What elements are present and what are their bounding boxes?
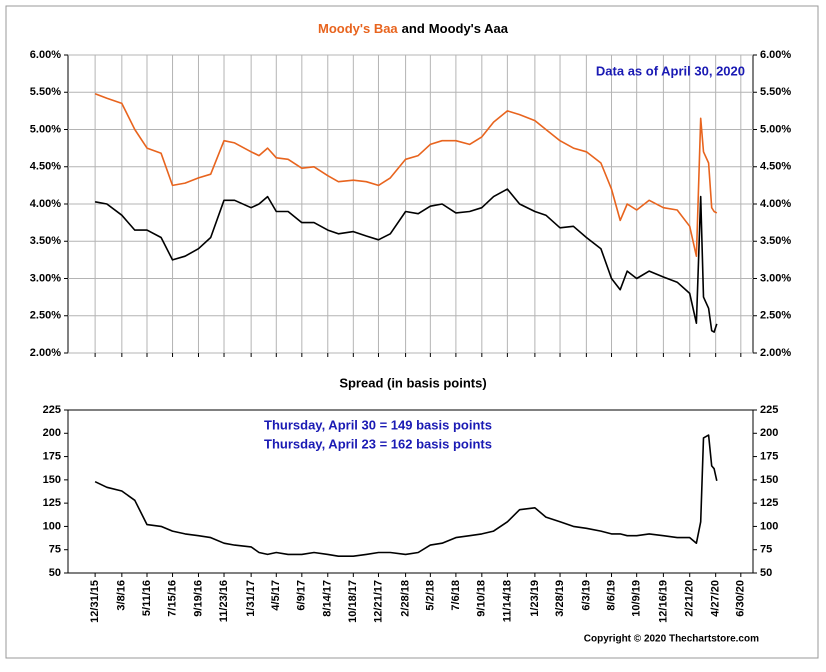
x-tick-label: 5/2/18	[424, 580, 436, 611]
x-tick-label: 3/8/16	[116, 580, 128, 611]
title-part: Moody's Baa	[318, 21, 398, 36]
y-tick-label: 2.50%	[30, 310, 61, 322]
x-tick-label: 1/31/17	[245, 580, 257, 617]
y-tick-label: 3.50%	[30, 235, 61, 247]
y2-tick-label: 225	[760, 404, 778, 416]
y-tick-label: 200	[43, 427, 61, 439]
y-tick-label: 50	[49, 567, 61, 579]
y2-tick-label: 4.50%	[760, 161, 791, 173]
y-tick-label: 175	[43, 450, 61, 462]
x-tick-label: 10/9/19	[631, 580, 643, 617]
y-tick-label: 3.00%	[30, 272, 61, 284]
x-tick-label: 2/21/20	[684, 580, 696, 617]
x-tick-label: 10/18/17	[347, 580, 359, 623]
x-tick-label: 9/19/16	[192, 580, 204, 617]
y2-tick-label: 50	[760, 567, 772, 579]
x-tick-label: 7/15/16	[166, 580, 178, 617]
x-tick-label: 11/14/18	[501, 580, 513, 622]
plot-area	[67, 409, 754, 574]
title-part: Moody's Aaa	[429, 21, 509, 36]
y2-tick-label: 200	[760, 427, 778, 439]
x-tick-label: 12/31/15	[89, 580, 101, 623]
copyright: Copyright © 2020 Thechartstore.com	[584, 634, 759, 645]
y-tick-label: 5.50%	[30, 86, 61, 98]
line	[94, 188, 718, 333]
y2-tick-label: 2.50%	[760, 310, 791, 322]
y-tick-label: 150	[43, 474, 61, 486]
y2-tick-label: 6.00%	[760, 49, 791, 61]
x-tick-label: 2/28/18	[399, 580, 411, 617]
y2-tick-label: 5.00%	[760, 123, 791, 135]
y-tick-label: 125	[43, 497, 61, 509]
y-tick-label: 225	[43, 404, 61, 416]
x-tick-label: 4/27/20	[710, 580, 722, 617]
x-tick-label: 3/28/19	[554, 580, 566, 617]
x-tick-label: 12/21/17	[372, 580, 384, 623]
y2-tick-label: 75	[760, 544, 772, 556]
title-part: and	[402, 21, 425, 36]
x-tick-label: 6/3/19	[580, 580, 592, 611]
y-tick-label: 4.00%	[30, 198, 61, 210]
y2-tick-label: 175	[760, 450, 778, 462]
chart-title: Spread (in basis points)	[339, 375, 486, 390]
annotation: Thursday, April 23 = 162 basis points	[264, 436, 492, 451]
x-tick-label: 7/6/18	[450, 580, 462, 611]
x-tick-label: 11/23/16	[218, 580, 230, 622]
x-tick-label: 8/6/19	[605, 580, 617, 611]
y2-tick-label: 5.50%	[760, 86, 791, 98]
line	[94, 434, 718, 557]
x-tick-label: 4/5/17	[270, 580, 282, 611]
y2-tick-label: 100	[760, 520, 778, 532]
y2-tick-label: 150	[760, 474, 778, 486]
x-tick-label: 5/11/16	[141, 580, 153, 616]
y-tick-label: 6.00%	[30, 49, 61, 61]
y-tick-label: 75	[49, 544, 61, 556]
x-tick-label: 9/10/18	[476, 580, 488, 617]
annotation: Data as of April 30, 2020	[596, 63, 745, 78]
x-tick-label: 1/23/19	[529, 580, 541, 617]
y2-tick-label: 2.00%	[760, 347, 791, 359]
y-tick-label: 2.00%	[30, 347, 61, 359]
x-tick-label: 6/30/20	[735, 580, 747, 617]
y-tick-label: 100	[43, 520, 61, 532]
x-tick-label: 6/9/17	[296, 580, 308, 611]
x-tick-label: 12/16/19	[657, 580, 669, 623]
y2-tick-label: 4.00%	[760, 198, 791, 210]
x-tick-label: 8/14/17	[322, 580, 334, 617]
chart-title: Moody's Baa and Moody's Aaa	[318, 21, 509, 36]
y-tick-label: 4.50%	[30, 161, 61, 173]
line	[94, 92, 718, 257]
annotation: Thursday, April 30 = 149 basis points	[264, 417, 492, 432]
y2-tick-label: 125	[760, 497, 778, 509]
y2-tick-label: 3.50%	[760, 235, 791, 247]
y-tick-label: 5.00%	[30, 123, 61, 135]
y2-tick-label: 3.00%	[760, 272, 791, 284]
